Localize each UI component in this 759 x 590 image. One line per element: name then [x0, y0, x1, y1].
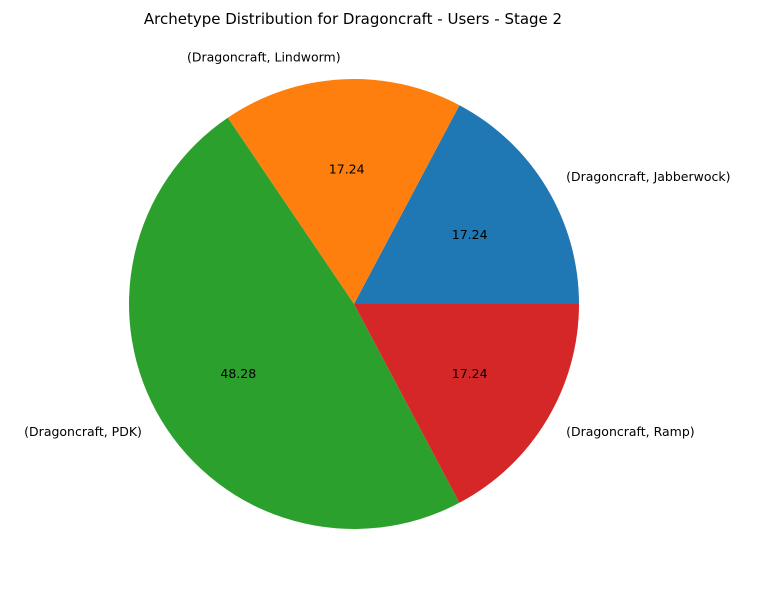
pie-slice-2	[128, 117, 460, 530]
slice-category-label-2: (Dragoncraft, PDK)	[24, 424, 142, 439]
pie-slices	[128, 79, 579, 530]
pie-labels: 17.24 (Dragoncraft, Jabberwock) 17.24 (Drag…	[24, 49, 730, 439]
pie-slice-3	[354, 304, 579, 503]
slice-category-label-0: (Dragoncraft, Jabberwock)	[566, 169, 730, 184]
slice-value-label-0: 17.24	[452, 227, 488, 242]
pie-slice-0	[354, 105, 579, 304]
chart-title: Archetype Distribution for Dragoncraft -…	[144, 10, 562, 28]
slice-value-label-3: 17.24	[452, 366, 488, 381]
slice-category-label-3: (Dragoncraft, Ramp)	[566, 424, 695, 439]
slice-category-label-1: (Dragoncraft, Lindworm)	[187, 49, 341, 64]
slice-value-label-2: 48.28	[220, 366, 256, 381]
pie-slice-1	[227, 79, 460, 305]
slice-value-label-1: 17.24	[329, 162, 365, 177]
